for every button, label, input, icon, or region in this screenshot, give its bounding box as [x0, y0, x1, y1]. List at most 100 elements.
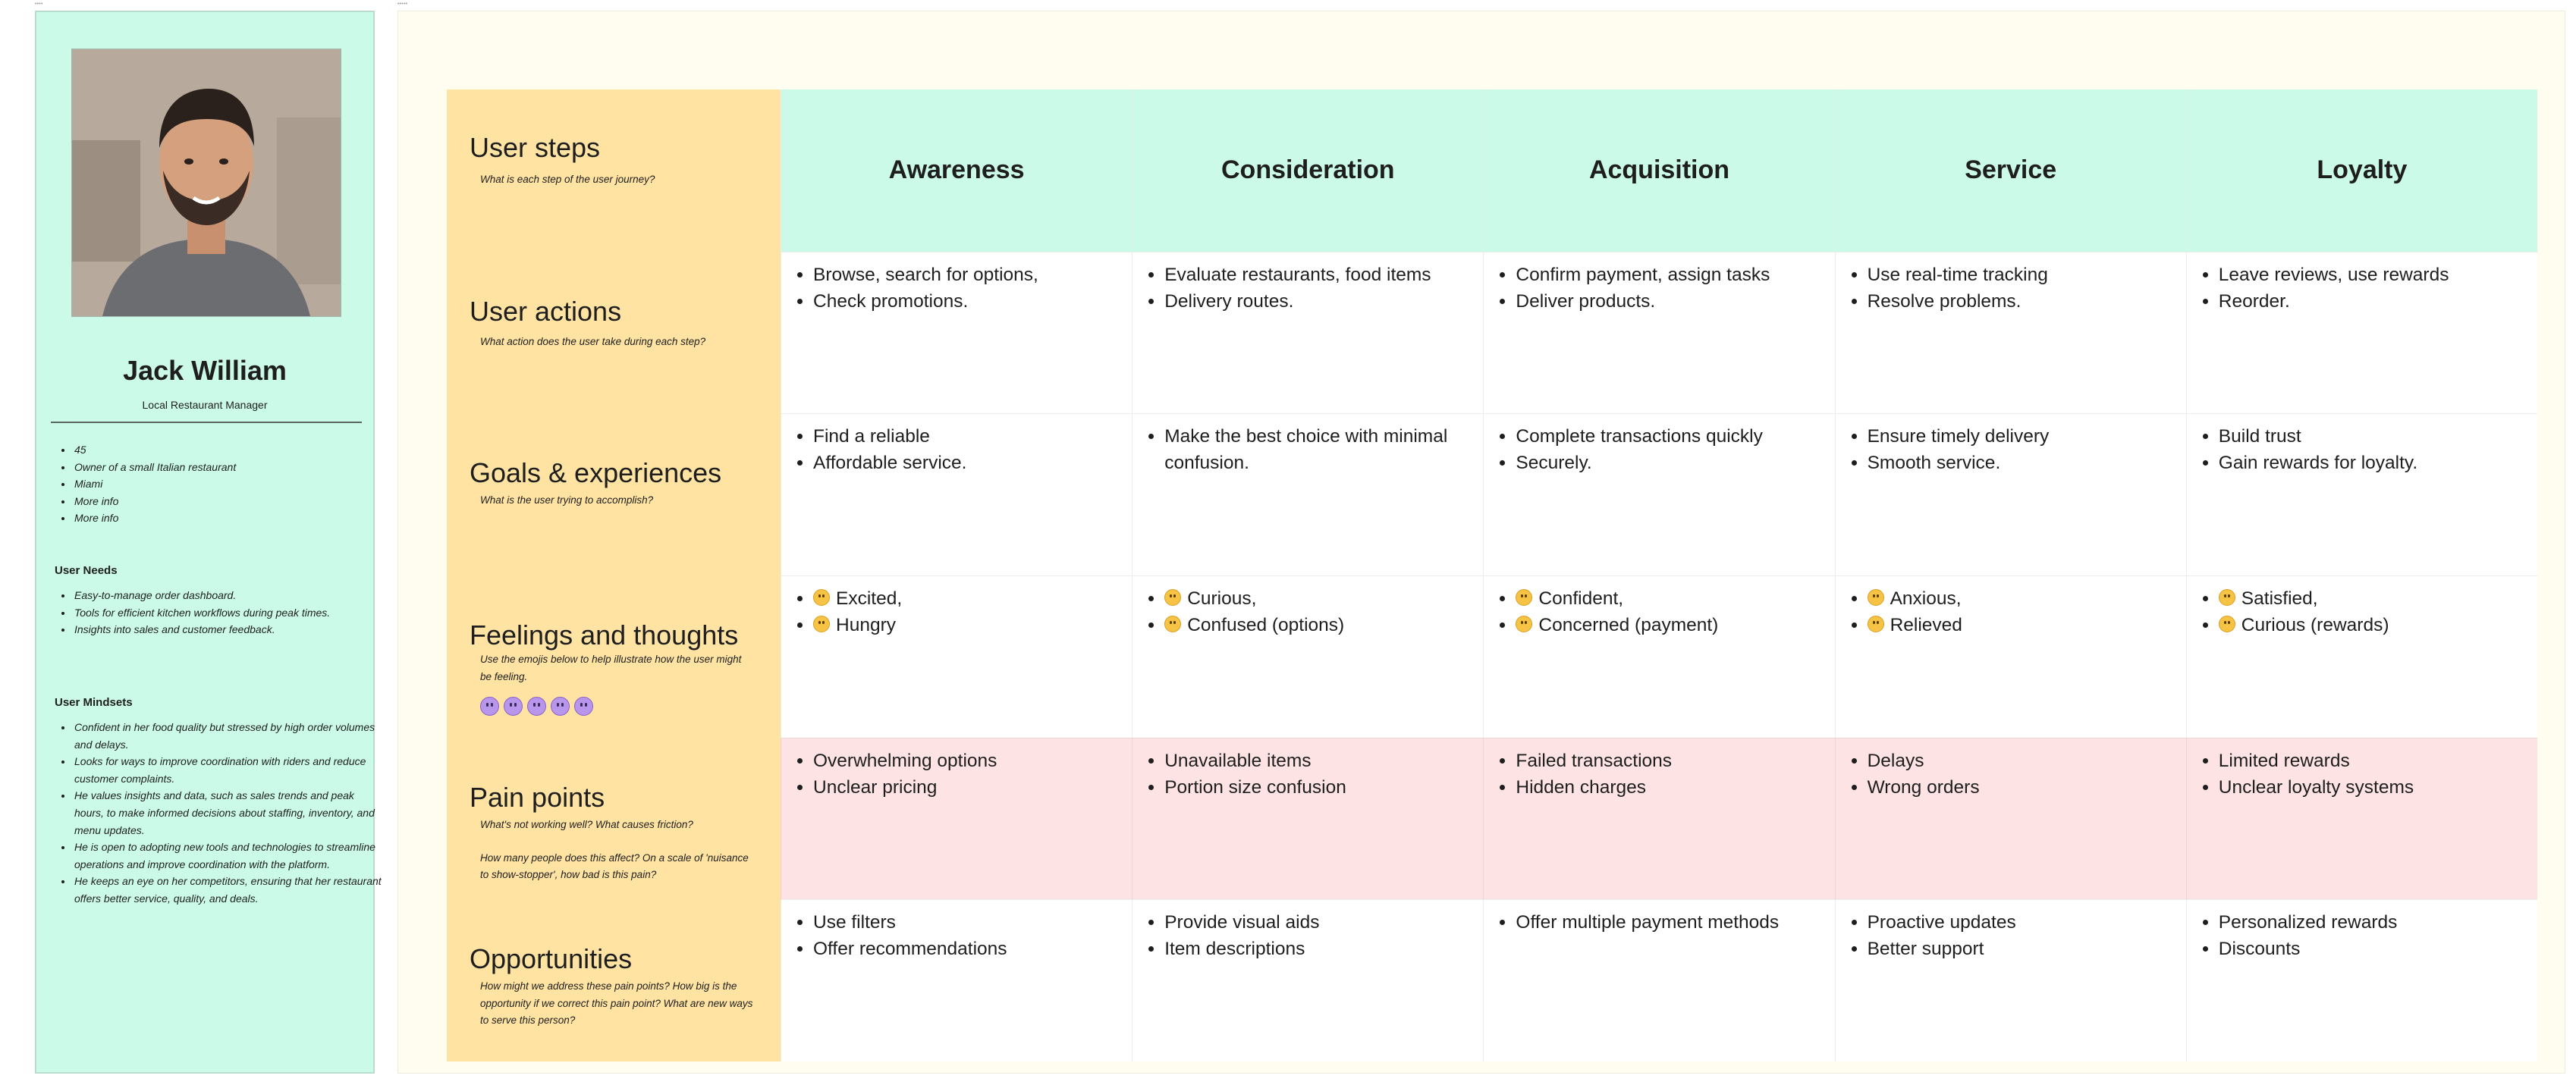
cell-goals-awareness[interactable]: Find a reliable Affordable service. — [781, 413, 1132, 575]
worried-face-icon — [1516, 616, 1533, 632]
cell-feelings-service[interactable]: Anxious, Relieved — [1834, 575, 2186, 738]
cell-item: Gain rewards for loyalty. — [2219, 450, 2527, 476]
cell-item: Delays — [1868, 748, 2175, 774]
user-need-item: Easy-to-manage order dashboard. — [73, 587, 384, 604]
stage-header-acquisition[interactable]: Acquisition — [1483, 89, 1835, 252]
person-portrait-icon — [72, 49, 341, 316]
row-title: Goals & experiences — [470, 457, 722, 489]
persona-photo — [71, 49, 341, 317]
cell-item: Item descriptions — [1164, 936, 1472, 962]
persona-name: Jack William — [123, 355, 287, 386]
stage-header-awareness[interactable]: Awareness — [781, 89, 1132, 252]
cell-pain-awareness[interactable]: Overwhelming options Unclear pricing — [781, 737, 1132, 900]
user-need-item: Tools for efficient kitchen workflows du… — [73, 604, 384, 622]
row-label-user-steps[interactable]: User steps What is each step of the user… — [447, 89, 781, 252]
cell-item: Delivery routes. — [1164, 288, 1472, 315]
row-label-feelings[interactable]: Feelings and thoughts Use the emojis bel… — [447, 575, 781, 738]
neutral-face-icon[interactable] — [527, 697, 546, 716]
cell-goals-consideration[interactable]: Make the best choice with minimal confus… — [1132, 413, 1484, 575]
row-label-user-actions[interactable]: User actions What action does the user t… — [447, 251, 781, 414]
cell-item-text: Concerned (payment) — [1538, 615, 1719, 635]
frame-label-right: ••••• — [397, 2, 408, 7]
persona-fact-item: Owner of a small Italian restaurant — [73, 459, 384, 476]
cell-item: Excited, — [813, 585, 1121, 612]
cell-item: Offer recommendations — [813, 936, 1121, 962]
cell-item: Securely. — [1516, 450, 1824, 476]
cell-feelings-acquisition[interactable]: Confident, Concerned (payment) — [1483, 575, 1835, 738]
cell-item: Confused (options) — [1164, 612, 1472, 638]
satisfied-face-icon — [2218, 589, 2235, 606]
cell-actions-service[interactable]: Use real-time tracking Resolve problems. — [1834, 251, 2186, 414]
persona-fact-item: Miami — [73, 475, 384, 493]
persona-fact-item: 45 — [73, 441, 384, 459]
cell-pain-service[interactable]: Delays Wrong orders — [1834, 737, 2186, 900]
user-mindsets-list: Confident in her food quality but stress… — [55, 719, 384, 908]
cell-item: Affordable service. — [813, 450, 1121, 476]
sad-face-icon[interactable] — [551, 697, 570, 716]
cell-item: Confirm payment, assign tasks — [1516, 262, 1824, 288]
persona-fact-item: More info — [73, 510, 384, 527]
cell-item: Unavailable items — [1164, 748, 1472, 774]
row-title: Opportunities — [470, 943, 633, 975]
stage-header-service[interactable]: Service — [1834, 89, 2186, 252]
stage-header-loyalty[interactable]: Loyalty — [2185, 89, 2537, 252]
cell-goals-service[interactable]: Ensure timely delivery Smooth service. — [1834, 413, 2186, 575]
cell-item: Failed transactions — [1516, 748, 1824, 774]
cell-feelings-awareness[interactable]: Excited, Hungry — [781, 575, 1132, 738]
confused-face-icon — [1164, 616, 1182, 632]
cell-actions-awareness[interactable]: Browse, search for options, Check promot… — [781, 251, 1132, 414]
row-subtitle: What is each step of the user journey? — [480, 174, 655, 185]
cell-item: Proactive updates — [1868, 909, 2175, 936]
persona-card[interactable]: Jack William Local Restaurant Manager 45… — [35, 11, 382, 1074]
persona-facts: 45 Owner of a small Italian restaurant M… — [55, 441, 384, 527]
angry-face-icon[interactable] — [574, 697, 593, 716]
cell-goals-acquisition[interactable]: Complete transactions quickly Securely. — [1483, 413, 1835, 575]
thinking-face-icon — [1164, 589, 1182, 606]
cell-item: Complete transactions quickly — [1516, 423, 1824, 450]
journey-map-grid: User steps What is each step of the user… — [447, 89, 2537, 1061]
cell-item: Ensure timely delivery — [1868, 423, 2175, 450]
cell-item: Personalized rewards — [2219, 909, 2527, 936]
cell-feelings-loyalty[interactable]: Satisfied, Curious (rewards) — [2185, 575, 2537, 738]
cell-item: Reorder. — [2219, 288, 2527, 315]
user-mindset-item: Confident in her food quality but stress… — [73, 719, 384, 753]
row-title: User steps — [470, 132, 601, 163]
cell-feelings-consideration[interactable]: Curious, Confused (options) — [1132, 575, 1484, 738]
cell-pain-acquisition[interactable]: Failed transactions Hidden charges — [1483, 737, 1835, 900]
cell-item: Offer multiple payment methods — [1516, 909, 1824, 936]
cell-actions-acquisition[interactable]: Confirm payment, assign tasks Deliver pr… — [1483, 251, 1835, 414]
cell-item: Concerned (payment) — [1516, 612, 1824, 638]
cell-item: Wrong orders — [1868, 774, 2175, 801]
cell-actions-loyalty[interactable]: Leave reviews, use rewards Reorder. — [2185, 251, 2537, 414]
cell-opportunities-service[interactable]: Proactive updates Better support — [1834, 899, 2186, 1061]
row-title: User actions — [470, 295, 622, 327]
row-label-pain-points[interactable]: Pain points What's not working well? Wha… — [447, 737, 781, 900]
user-mindsets-heading: User Mindsets — [55, 696, 133, 709]
happy-face-icon[interactable] — [504, 697, 523, 716]
cell-opportunities-loyalty[interactable]: Personalized rewards Discounts — [2185, 899, 2537, 1061]
cell-actions-consideration[interactable]: Evaluate restaurants, food items Deliver… — [1132, 251, 1484, 414]
row-label-opportunities[interactable]: Opportunities How might we address these… — [447, 899, 781, 1061]
cell-item: Find a reliable — [813, 423, 1121, 450]
cell-opportunities-awareness[interactable]: Use filters Offer recommendations — [781, 899, 1132, 1061]
cell-item: Curious (rewards) — [2218, 612, 2527, 638]
user-need-item: Insights into sales and customer feedbac… — [73, 621, 384, 638]
cell-item-text: Confident, — [1538, 588, 1624, 609]
cell-pain-loyalty[interactable]: Limited rewards Unclear loyalty systems — [2185, 737, 2537, 900]
cell-opportunities-consideration[interactable]: Provide visual aids Item descriptions — [1132, 899, 1484, 1061]
cell-pain-consideration[interactable]: Unavailable items Portion size confusion — [1132, 737, 1484, 900]
cell-goals-loyalty[interactable]: Build trust Gain rewards for loyalty. — [2185, 413, 2537, 575]
cell-item: Hungry — [813, 612, 1121, 638]
row-subtitle: What action does the user take during ea… — [480, 335, 706, 347]
cell-item: Unclear pricing — [813, 774, 1121, 801]
very-happy-face-icon[interactable] — [480, 697, 499, 716]
cell-item: Discounts — [2219, 936, 2527, 962]
user-mindset-item: Looks for ways to improve coordination w… — [73, 753, 384, 787]
cell-item: Leave reviews, use rewards — [2219, 262, 2527, 288]
row-label-goals[interactable]: Goals & experiences What is the user try… — [447, 413, 781, 575]
stage-header-consideration[interactable]: Consideration — [1132, 89, 1484, 252]
row-title: Feelings and thoughts — [470, 619, 739, 651]
cell-opportunities-acquisition[interactable]: Offer multiple payment methods — [1483, 899, 1835, 1061]
cell-item: Make the best choice with minimal confus… — [1164, 423, 1472, 476]
user-mindset-item: He is open to adopting new tools and tec… — [73, 839, 384, 873]
